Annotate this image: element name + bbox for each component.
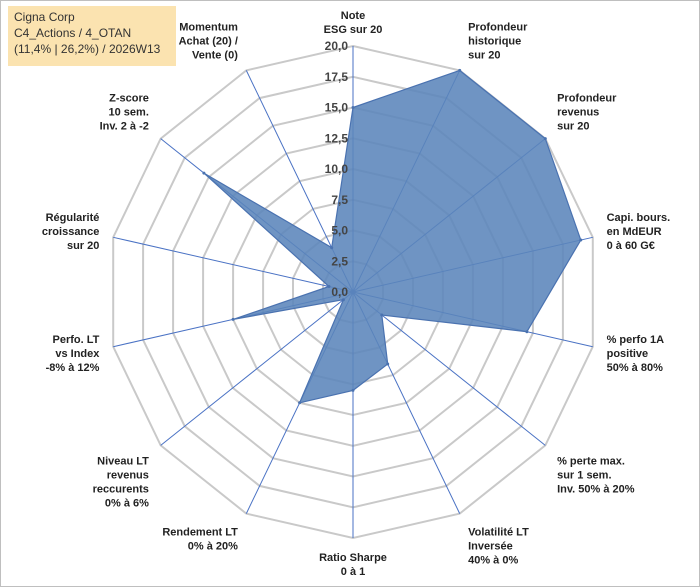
axis-label: Note [341, 10, 365, 22]
axis-label: -8% à 12% [46, 362, 100, 374]
radar-tick-labels: 0,0 2,5 5,0 7,5 10,0 12,5 15,0 17,5 20,0 [325, 39, 349, 299]
axis-label: historique [468, 35, 521, 47]
data-point [380, 313, 384, 317]
data-point [327, 285, 331, 288]
tick-label: 15,0 [325, 101, 349, 115]
axis-label: Capi. bours. [607, 212, 671, 224]
axis-label: ESG sur 20 [324, 24, 383, 36]
axis-label: Inversée [468, 541, 513, 553]
axis-label: sur 1 sem. [557, 470, 611, 482]
axis-label: 0 à 60 G€ [607, 240, 655, 252]
data-point [351, 388, 355, 392]
axis-label: revenus [557, 106, 599, 118]
axis-label: sur 20 [468, 49, 500, 61]
axis-label: Volatilité LT [468, 527, 529, 539]
tick-label: 12,5 [325, 131, 349, 145]
tick-label: 10,0 [325, 162, 349, 176]
data-point [458, 68, 462, 72]
radar-axis-labels: Note ESG sur 20 Profondeur historique sur 20… [42, 10, 670, 578]
data-point [202, 171, 206, 175]
axis-spoke [352, 291, 546, 446]
axis-label: Rendement LT [162, 527, 238, 539]
title-line-category: C4_Actions / 4_OTAN [14, 26, 132, 40]
axis-label: sur 20 [67, 240, 99, 252]
axis-label: sur 20 [557, 120, 589, 132]
tick-label: 2,5 [331, 254, 348, 268]
data-point [341, 298, 345, 302]
axis-label: % perte max. [557, 456, 625, 468]
data-point [386, 362, 390, 366]
axis-label: Profondeur [557, 92, 617, 104]
data-point [351, 106, 355, 109]
data-point [330, 246, 334, 250]
axis-label: Momentum [179, 21, 238, 33]
tick-label: 0,0 [331, 285, 348, 299]
chart-title-box: Cigna Corp C4_Actions / 4_OTAN (11,4% | … [8, 6, 176, 66]
data-point [579, 238, 583, 242]
data-point [543, 137, 547, 141]
axis-label: Inv. 2 à -2 [100, 120, 149, 132]
radar-data-series [202, 68, 583, 405]
axis-label: vs Index [55, 348, 100, 360]
tick-label: 5,0 [331, 224, 348, 238]
axis-label: positive [607, 348, 649, 360]
tick-label: 17,5 [325, 70, 349, 84]
axis-label: % perfo 1A [607, 334, 665, 346]
tick-label: 20,0 [325, 39, 349, 53]
axis-label: 0 à 1 [341, 566, 365, 578]
data-point [298, 401, 302, 405]
axis-label: Inv. 50% à 20% [557, 484, 635, 496]
title-line-stats: (11,4% | 26,2%) / 2026W13 [14, 42, 161, 56]
axis-label: revenus [107, 470, 149, 482]
axis-label: Achat (20) / [179, 35, 238, 47]
axis-label: 0% à 20% [188, 541, 238, 553]
data-point [525, 330, 529, 334]
axis-label: en MdEUR [607, 226, 662, 238]
axis-spoke [113, 236, 354, 293]
axis-spoke [160, 291, 354, 446]
axis-label: 40% à 0% [468, 555, 518, 567]
axis-label: Profondeur [468, 21, 528, 33]
axis-label: Ratio Sharpe [319, 552, 387, 564]
axis-label: reccurents [93, 484, 149, 496]
axis-label: Niveau LT [97, 456, 149, 468]
axis-label: Vente (0) [192, 49, 238, 61]
axis-label: 10 sem. [109, 106, 149, 118]
axis-label: 50% à 80% [607, 362, 663, 374]
axis-label: Z-score [109, 92, 149, 104]
axis-label: Régularité [46, 212, 100, 224]
data-point [231, 317, 235, 321]
axis-label: 0% à 6% [105, 498, 149, 510]
tick-label: 7,5 [331, 193, 348, 207]
axis-label: Perfo. LT [53, 334, 100, 346]
title-line-company: Cigna Corp [14, 10, 75, 24]
axis-label: croissance [42, 226, 99, 238]
